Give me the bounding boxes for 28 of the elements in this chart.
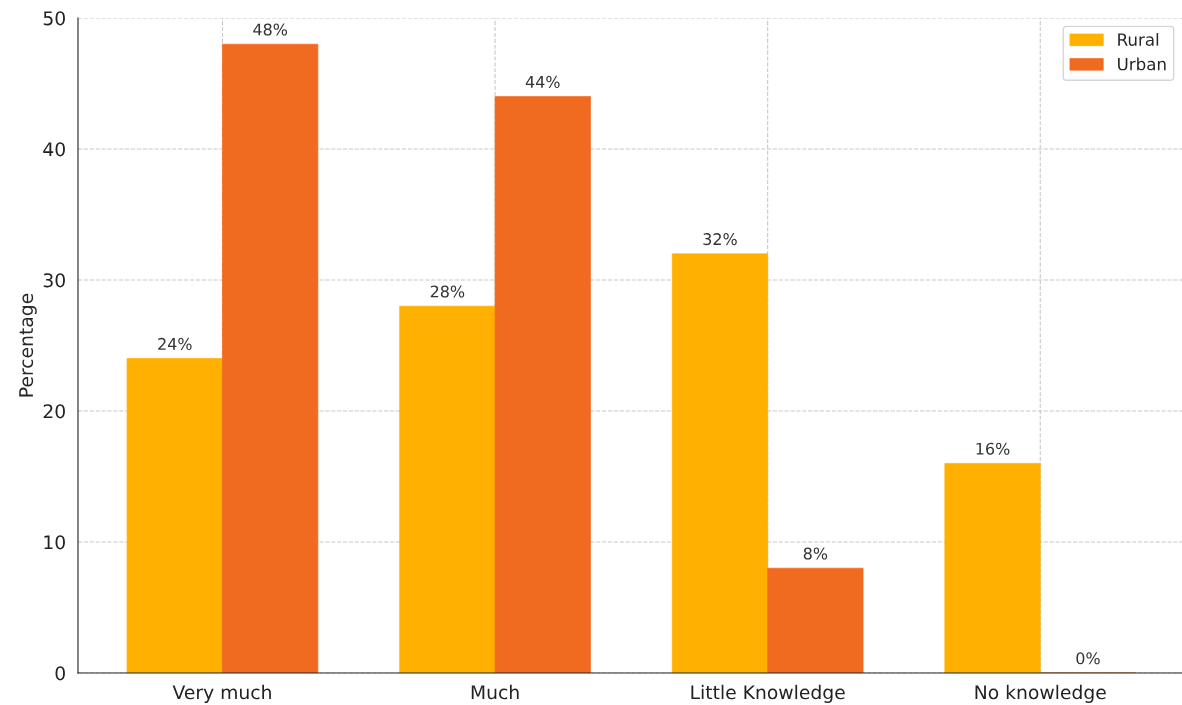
y-tick-label: 40 (43, 142, 65, 157)
bar (126, 358, 223, 673)
bar (399, 305, 496, 673)
y-tick-label: 0 (55, 666, 65, 681)
y-tick-label: 30 (43, 273, 65, 288)
bar (222, 43, 319, 673)
x-tick-label: Much (471, 684, 519, 700)
x-tick-label: No knowledge (975, 684, 1106, 703)
legend-label: Urban (1118, 57, 1166, 71)
y-tick-label: 10 (44, 535, 65, 550)
data-label: 32% (703, 233, 737, 246)
bar (944, 463, 1041, 673)
bar (767, 567, 864, 673)
bar (494, 96, 591, 673)
y-axis-title: Percentage (19, 293, 37, 397)
data-label: 8% (803, 547, 828, 560)
data-label: 44% (525, 75, 560, 88)
data-label: 16% (976, 442, 1010, 455)
data-label: 28% (430, 285, 465, 298)
y-tick-label: 20 (43, 404, 65, 419)
legend-label: Rural (1118, 33, 1159, 46)
y-tick-label: 50 (43, 11, 65, 26)
data-label: 24% (158, 337, 192, 350)
bar (671, 253, 769, 673)
x-tick-label: Very much (172, 684, 271, 703)
data-label: 48% (253, 23, 288, 36)
data-label: 0% (1076, 652, 1100, 665)
x-tick-label: Little Knowledge (691, 684, 845, 703)
